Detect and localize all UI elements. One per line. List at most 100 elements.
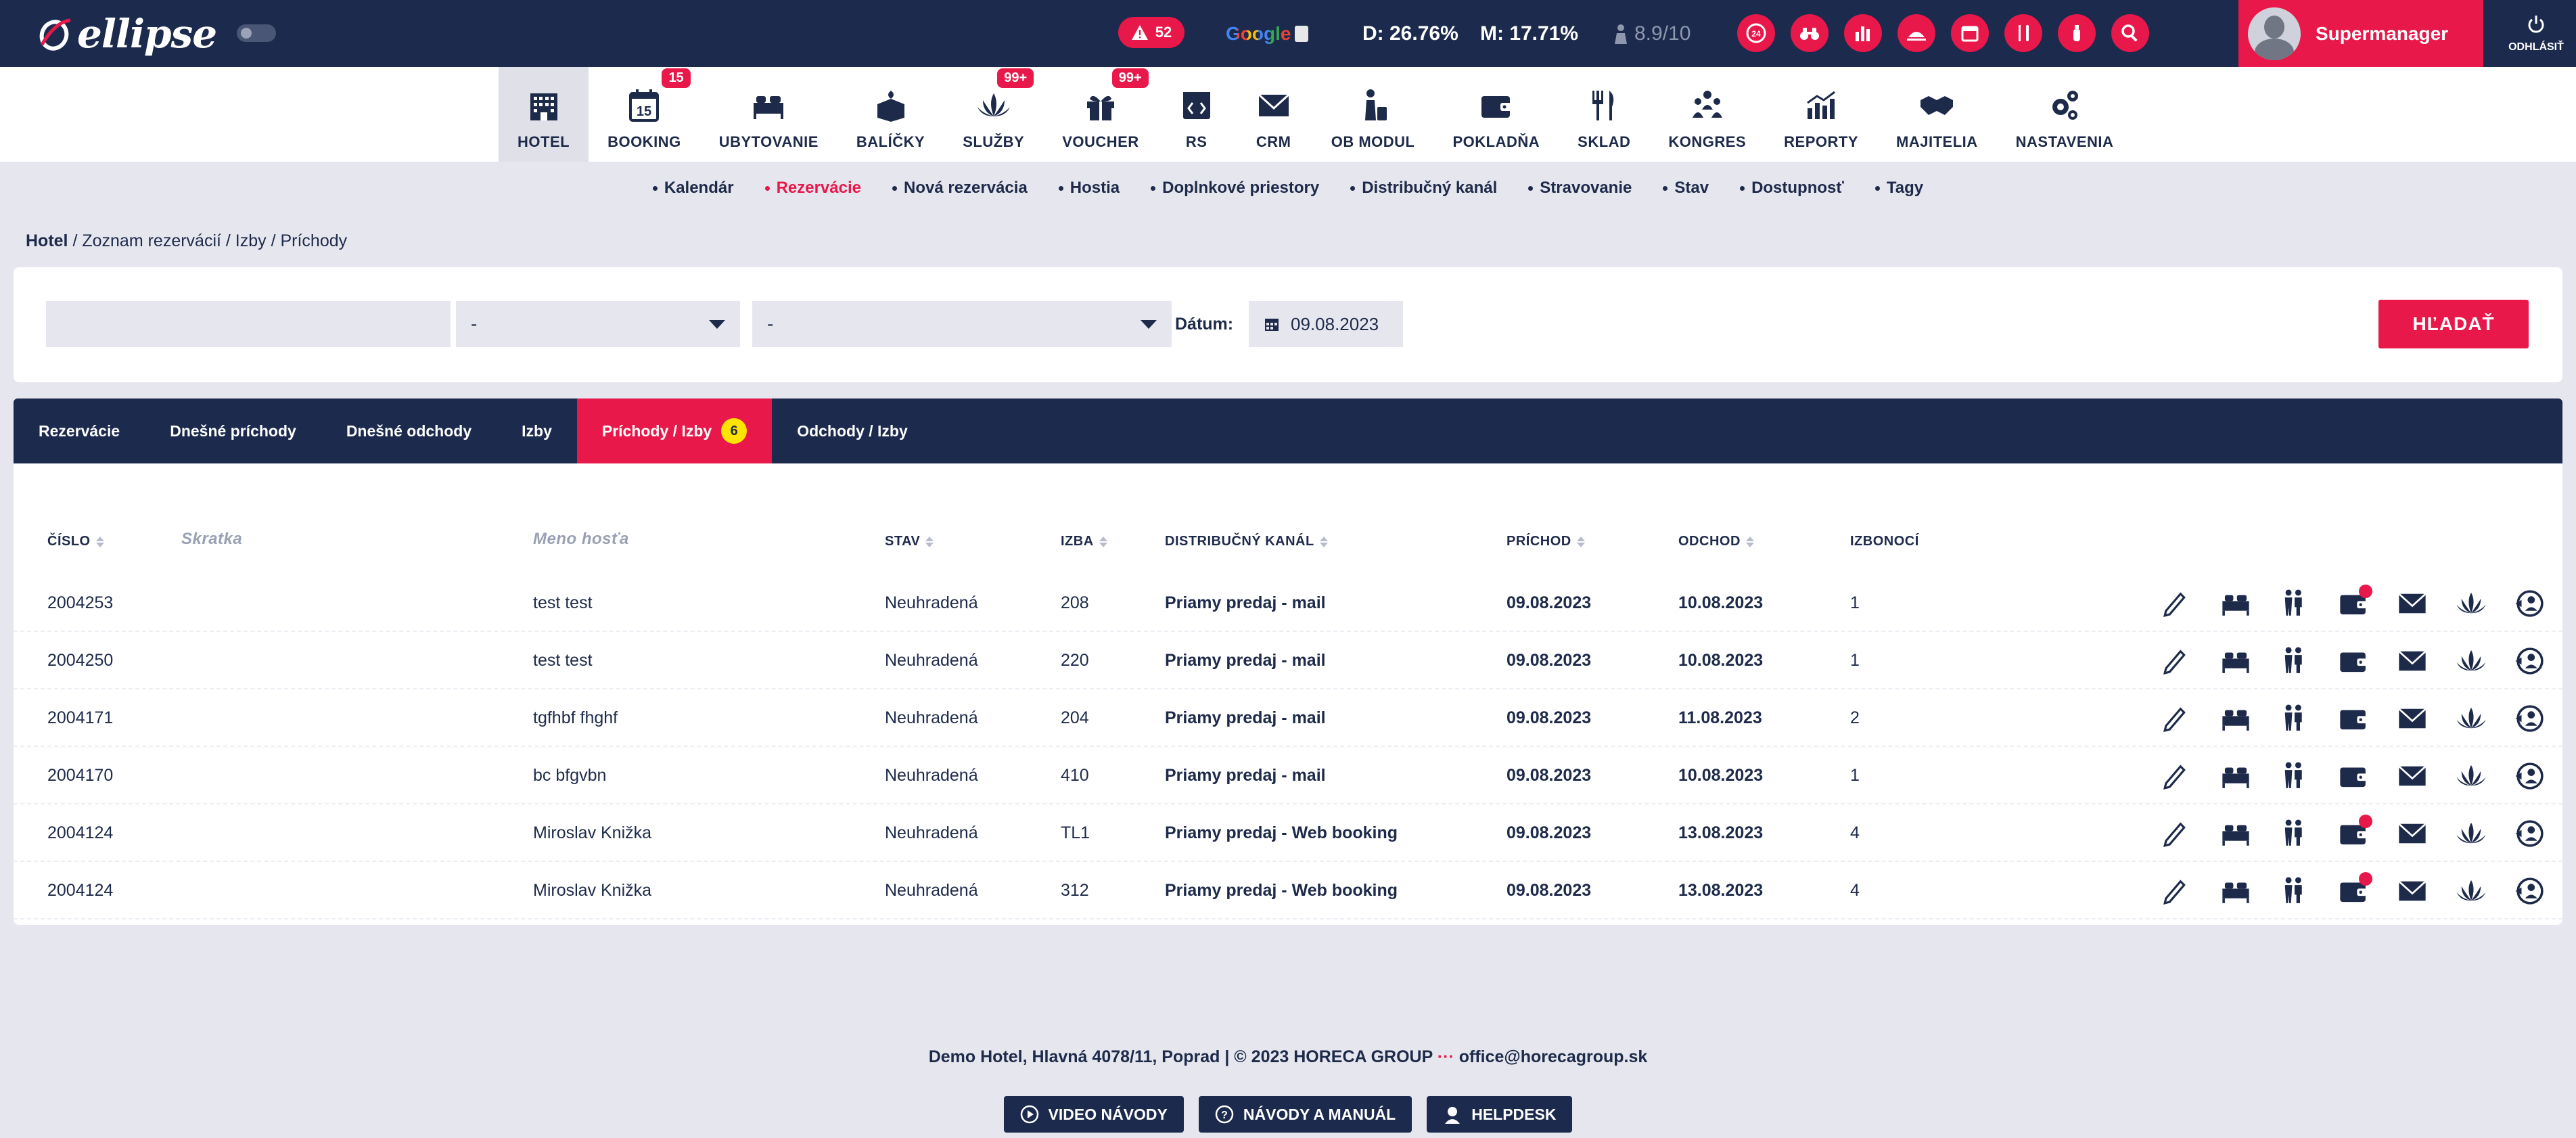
footer-email[interactable]: office@horecagroup.sk <box>1458 1047 1648 1066</box>
subnav-item[interactable]: Distribučný kanál <box>1350 175 1497 202</box>
module-nastavenia[interactable]: NASTAVENIA <box>1997 67 2133 162</box>
subnav-item[interactable]: Stravovanie <box>1528 175 1632 202</box>
module-reporty[interactable]: REPORTY <box>1765 67 1877 162</box>
checkout-action-button[interactable] <box>2511 815 2549 852</box>
guests-action-button[interactable] <box>2276 815 2314 852</box>
module-voucher[interactable]: VOUCHER 99+ <box>1043 67 1158 162</box>
module-hotel[interactable]: HOTEL <box>499 67 589 162</box>
tab-item[interactable]: Príchody / Izby 6 <box>576 399 773 463</box>
col-header-prichod[interactable]: PRÍCHOD <box>1506 534 1585 549</box>
envelope-action-button[interactable] <box>2393 700 2431 737</box>
module-majitelia[interactable]: MAJITELIA <box>1877 67 1997 162</box>
subnav-item[interactable]: Stav <box>1663 175 1709 202</box>
module-služby[interactable]: SLUŽBY 99+ <box>944 67 1043 162</box>
table-row[interactable]: 2004124 Miroslav Knižka Neuhradená 312 Priam… <box>14 862 2562 919</box>
edit-action-button[interactable] <box>2158 757 2196 795</box>
tab-item[interactable]: Dnešné príchody <box>145 399 321 463</box>
envelope-action-button[interactable] <box>2393 757 2431 795</box>
subnav-item[interactable]: Tagy <box>1874 175 1923 202</box>
cutlery-icon[interactable] <box>2004 14 2042 52</box>
checkout-action-button[interactable] <box>2511 872 2549 910</box>
bar-chart-icon[interactable] <box>1844 14 1882 52</box>
subnav-item[interactable]: Dostupnosť <box>1740 175 1844 202</box>
col-header-cislo[interactable]: ČÍSLO <box>47 534 104 549</box>
date-field[interactable]: 09.08.2023 <box>1249 301 1403 347</box>
filter-select-1[interactable]: - <box>456 301 740 347</box>
bed-action-button[interactable] <box>2217 642 2255 680</box>
checkout-action-button[interactable] <box>2511 700 2549 737</box>
guests-action-button[interactable] <box>2276 872 2314 910</box>
footer-button-video-návody[interactable]: VIDEO NÁVODY <box>1003 1096 1184 1133</box>
bed-action-button[interactable] <box>2217 815 2255 852</box>
table-row[interactable]: 2004250 test test Neuhradená 220 Priamy pred… <box>14 632 2562 689</box>
table-row[interactable]: 2004124 Miroslav Knižka Neuhradená TL1 Priam… <box>14 804 2562 862</box>
app-logo[interactable]: ellipse <box>35 7 217 61</box>
edit-action-button[interactable] <box>2158 815 2196 852</box>
bed-action-button[interactable] <box>2217 757 2255 795</box>
envelope-action-button[interactable] <box>2393 585 2431 622</box>
wallet-action-button[interactable] <box>2334 814 2372 852</box>
checkout-action-button[interactable] <box>2511 585 2549 622</box>
lotus-action-button[interactable] <box>2452 642 2490 680</box>
wallet-action-button[interactable] <box>2334 871 2372 910</box>
subnav-item[interactable]: Doplnkové priestory <box>1151 175 1319 202</box>
module-booking[interactable]: 15 BOOKING 15 <box>589 67 700 162</box>
col-header-kanal[interactable]: DISTRIBUČNÝ KANÁL <box>1165 534 1328 549</box>
checkout-action-button[interactable] <box>2511 642 2549 680</box>
tab-item[interactable]: Rezervácie <box>14 399 145 463</box>
edit-action-button[interactable] <box>2158 872 2196 910</box>
table-row[interactable]: 2004171 tgfhbf fhghf Neuhradená 204 Priamy p… <box>14 689 2562 747</box>
breadcrumb-root[interactable]: Hotel <box>26 231 68 250</box>
filter-select-2[interactable]: - <box>752 301 1172 347</box>
guests-action-button[interactable] <box>2276 757 2314 795</box>
subnav-item[interactable]: Rezervácie <box>764 175 861 202</box>
footer-button-návody-a-manuál[interactable]: ? NÁVODY A MANUÁL <box>1198 1096 1412 1133</box>
module-pokladňa[interactable]: POKLADŇA <box>1433 67 1559 162</box>
binoculars-icon[interactable] <box>1791 14 1828 52</box>
module-ob-modul[interactable]: OB MODUL <box>1312 67 1434 162</box>
edit-action-button[interactable] <box>2158 642 2196 680</box>
wallet-action-button[interactable] <box>2334 757 2372 795</box>
envelope-action-button[interactable] <box>2393 872 2431 910</box>
edit-action-button[interactable] <box>2158 700 2196 737</box>
col-filter-skratka[interactable]: Skratka <box>181 530 243 548</box>
logout-button[interactable]: ODHLÁSIŤ <box>2496 0 2576 67</box>
checkout-action-button[interactable] <box>2511 757 2549 795</box>
subnav-item[interactable]: Hostia <box>1058 175 1120 202</box>
envelope-action-button[interactable] <box>2393 642 2431 680</box>
bed-action-button[interactable] <box>2217 700 2255 737</box>
search-icon[interactable] <box>2111 14 2149 52</box>
calendar-icon[interactable] <box>1951 14 1989 52</box>
24h-icon[interactable]: 24 <box>1737 14 1775 52</box>
guests-action-button[interactable] <box>2276 585 2314 622</box>
module-balíčky[interactable]: BALÍČKY <box>837 67 944 162</box>
lotus-action-button[interactable] <box>2452 872 2490 910</box>
user-menu[interactable]: Supermanager <box>2238 0 2483 67</box>
col-filter-meno[interactable]: Meno hosťa <box>533 530 629 548</box>
wallet-action-button[interactable] <box>2334 700 2372 737</box>
module-kongres[interactable]: KONGRES <box>1649 67 1765 162</box>
subnav-item[interactable]: Nová rezervácia <box>892 175 1028 202</box>
guests-action-button[interactable] <box>2276 700 2314 737</box>
col-header-izba[interactable]: IZBA <box>1061 534 1107 549</box>
module-crm[interactable]: CRM <box>1235 67 1312 162</box>
table-row[interactable]: 2004170 bc bfgvbn Neuhradená 410 Priamy pred… <box>14 747 2562 804</box>
fire-extinguisher-icon[interactable] <box>2058 14 2096 52</box>
guests-action-button[interactable] <box>2276 642 2314 680</box>
wallet-action-button[interactable] <box>2334 584 2372 622</box>
table-row[interactable]: 2004253 test test Neuhradená 208 Priamy pred… <box>14 574 2562 632</box>
search-button[interactable]: HĽADAŤ <box>2378 300 2529 348</box>
module-rs[interactable]: RS <box>1158 67 1235 162</box>
subnav-item[interactable]: Kalendár <box>652 175 734 202</box>
bed-action-button[interactable] <box>2217 585 2255 622</box>
envelope-action-button[interactable] <box>2393 815 2431 852</box>
lotus-action-button[interactable] <box>2452 757 2490 795</box>
wallet-action-button[interactable] <box>2334 642 2372 680</box>
theme-toggle[interactable] <box>237 24 276 42</box>
lotus-action-button[interactable] <box>2452 700 2490 737</box>
tab-item[interactable]: Izby <box>497 399 577 463</box>
col-header-stav[interactable]: STAV <box>885 534 934 549</box>
tab-item[interactable]: Odchody / Izby <box>772 399 933 463</box>
lotus-action-button[interactable] <box>2452 815 2490 852</box>
room-service-icon[interactable] <box>1898 14 1935 52</box>
